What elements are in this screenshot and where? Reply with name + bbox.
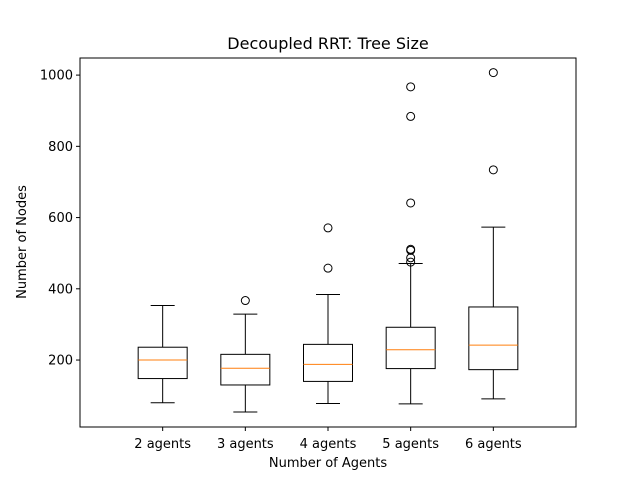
x-tick-label: 4 agents (300, 437, 357, 452)
outlier-point (406, 253, 416, 263)
plot-area-frame (79, 57, 577, 428)
outlier-point (406, 244, 416, 254)
box-series (137, 68, 519, 413)
x-axis: 2 agents 3 agents 4 agents 5 agents 6 agents (134, 427, 522, 452)
x-axis-label: Number of Agents (269, 456, 387, 471)
outlier-point (406, 257, 416, 267)
box-iqr (385, 326, 436, 370)
outlier-point (240, 296, 250, 306)
y-tick-label: 400 (48, 282, 73, 297)
outlier-point (323, 263, 333, 273)
x-tick-label: 3 agents (217, 437, 274, 452)
box-group (303, 223, 353, 404)
outlier-point (488, 165, 498, 175)
box-group (385, 82, 436, 405)
x-tick-label: 2 agents (134, 437, 191, 452)
outlier-point (323, 223, 333, 233)
y-tick-label: 800 (48, 140, 73, 155)
x-tick-label: 6 agents (465, 437, 522, 452)
box-iqr (468, 306, 519, 371)
box-iqr (220, 353, 271, 386)
outlier-point (488, 68, 498, 78)
y-tick-label: 1000 (40, 69, 73, 84)
chart-title: Decoupled RRT: Tree Size (227, 34, 428, 53)
box-group (468, 68, 519, 400)
x-tick-label: 5 agents (382, 437, 439, 452)
y-axis: 200 400 600 800 1000 (40, 69, 80, 369)
box-group (220, 296, 271, 413)
y-axis-label: Number of Nodes (15, 185, 30, 299)
outlier-point (406, 82, 416, 92)
box-group (137, 305, 188, 404)
y-tick-label: 200 (48, 354, 73, 369)
outlier-point (406, 198, 416, 208)
outlier-point (406, 111, 416, 121)
y-tick-label: 600 (48, 211, 73, 226)
box-iqr (303, 343, 353, 382)
box-iqr (137, 346, 188, 380)
